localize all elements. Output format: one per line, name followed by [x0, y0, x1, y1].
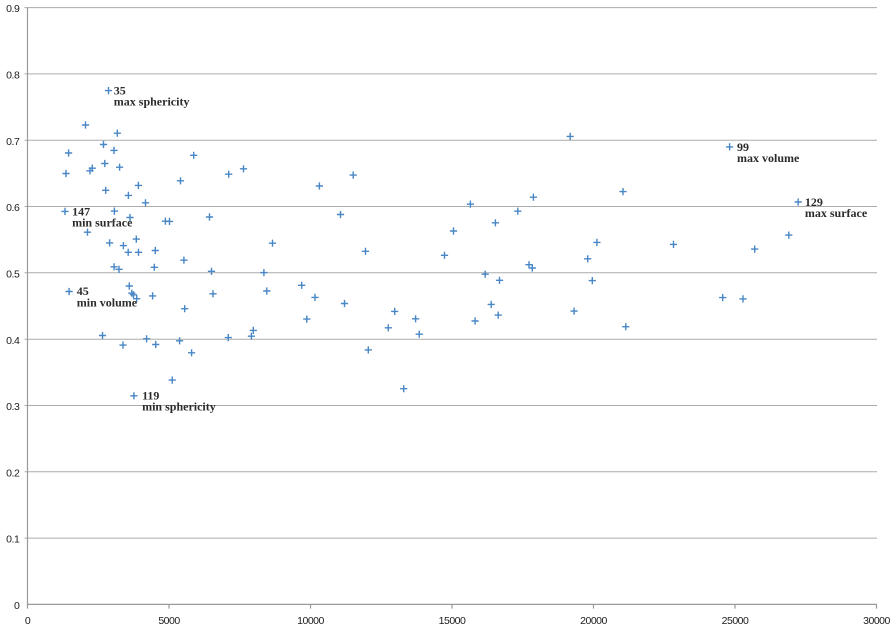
svg-text:0: 0 — [14, 600, 20, 612]
svg-text:0.8: 0.8 — [6, 70, 20, 82]
svg-text:147: 147 — [72, 204, 90, 218]
svg-text:0.9: 0.9 — [6, 3, 20, 15]
svg-text:0.6: 0.6 — [6, 202, 20, 214]
svg-text:129: 129 — [805, 195, 823, 209]
svg-text:max volume: max volume — [737, 151, 800, 165]
svg-text:0: 0 — [25, 615, 31, 627]
svg-text:0.3: 0.3 — [6, 401, 20, 413]
svg-text:0.4: 0.4 — [6, 335, 20, 347]
svg-text:119: 119 — [142, 388, 159, 402]
svg-text:45: 45 — [77, 284, 89, 298]
svg-text:99: 99 — [737, 140, 749, 154]
svg-text:30000: 30000 — [863, 615, 890, 627]
svg-text:20000: 20000 — [580, 615, 607, 627]
svg-text:10000: 10000 — [297, 615, 324, 627]
svg-text:0.1: 0.1 — [6, 534, 20, 546]
svg-text:min sphericity: min sphericity — [142, 400, 216, 414]
svg-text:min surface: min surface — [72, 216, 133, 230]
svg-text:min volume: min volume — [77, 295, 138, 309]
svg-text:max sphericity: max sphericity — [114, 95, 190, 109]
svg-text:15000: 15000 — [439, 615, 466, 627]
svg-text:25000: 25000 — [722, 615, 749, 627]
svg-text:35: 35 — [114, 83, 126, 97]
svg-text:0.5: 0.5 — [6, 268, 20, 280]
svg-text:0.7: 0.7 — [6, 136, 20, 148]
svg-text:max surface: max surface — [805, 206, 868, 220]
svg-text:5000: 5000 — [158, 615, 180, 627]
svg-text:0.2: 0.2 — [6, 467, 20, 479]
